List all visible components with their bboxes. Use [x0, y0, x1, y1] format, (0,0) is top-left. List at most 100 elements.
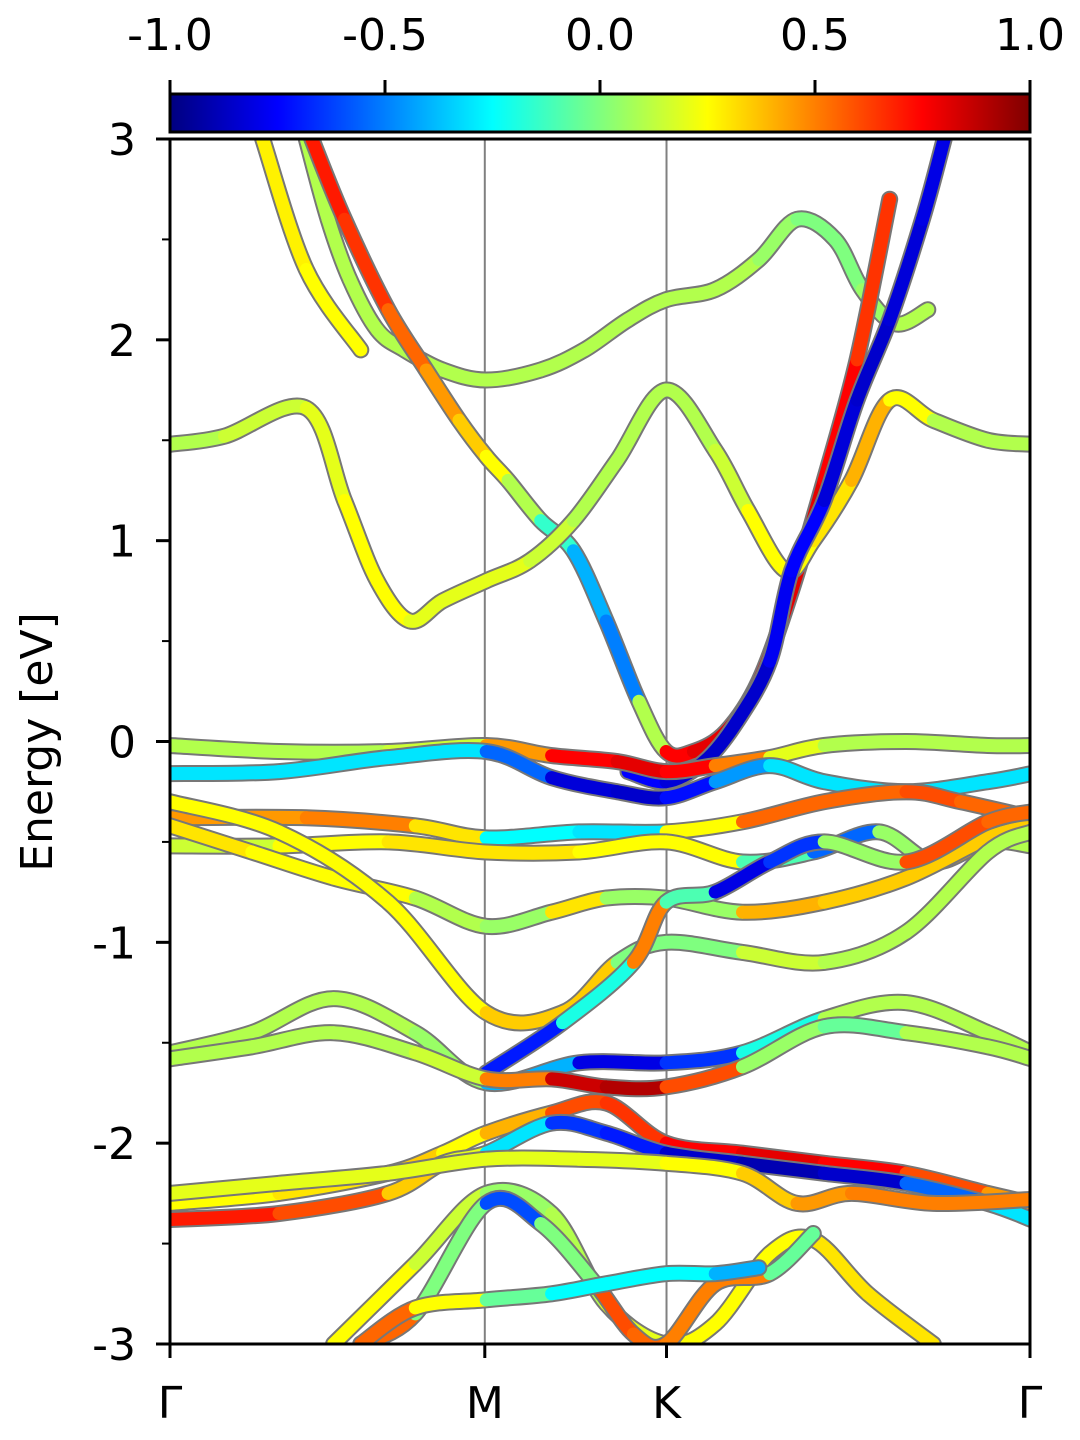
- x-tick-label: M: [466, 1378, 504, 1429]
- band-line: [325, 1181, 942, 1344]
- colorbar-tick-label: 0.0: [565, 10, 635, 61]
- band-line: [170, 793, 1030, 1032]
- band-segment: [659, 1266, 722, 1281]
- band-segment: [817, 735, 913, 752]
- band-segment: [861, 1287, 940, 1344]
- band-segment: [659, 1046, 749, 1070]
- band-segment: [763, 564, 798, 668]
- band-segment: [899, 735, 995, 752]
- x-tick-label: K: [652, 1378, 682, 1429]
- band-segment: [817, 393, 864, 507]
- band-segment: [408, 819, 493, 845]
- band-segment: [736, 795, 831, 829]
- band-segment: [572, 1152, 673, 1170]
- band-segment: [501, 473, 548, 528]
- y-tick-label: -3: [92, 1320, 136, 1371]
- band-segment: [545, 1072, 613, 1094]
- band-line: [170, 381, 1030, 630]
- band-segment: [545, 749, 624, 769]
- axes: 3 2 1 0 -1 -2 -3 Γ M K Γ: [92, 115, 1043, 1429]
- y-tick-label: 1: [108, 517, 136, 568]
- band-line: [254, 139, 370, 359]
- band-segment: [479, 1072, 559, 1088]
- band-segment: [926, 1192, 1030, 1211]
- band-segment: [408, 1293, 493, 1315]
- band-segment: [170, 1040, 259, 1066]
- band-segment: [817, 1156, 913, 1180]
- band-segment: [730, 654, 777, 728]
- band-segment: [817, 925, 913, 969]
- band-segment: [626, 1327, 673, 1344]
- band-segment: [370, 574, 417, 628]
- band-segment: [817, 835, 913, 869]
- band-segment: [899, 831, 995, 885]
- band-segment: [299, 811, 422, 833]
- band-segment: [572, 1055, 673, 1070]
- band-segment: [736, 895, 831, 919]
- colorbar-tick-label: -1.0: [127, 10, 213, 61]
- band-line: [477, 803, 1030, 1082]
- band-segment: [566, 453, 624, 528]
- band-segment: [708, 443, 755, 517]
- band-segment: [556, 955, 640, 1030]
- band-segment: [245, 845, 341, 885]
- band-segment: [599, 1080, 673, 1096]
- band-segment: [659, 1060, 749, 1094]
- band-segment: [170, 1186, 286, 1210]
- band-segment: [170, 739, 286, 758]
- band-segment: [170, 429, 231, 451]
- band-segment: [545, 1115, 613, 1140]
- band-segment: [170, 819, 259, 859]
- band-segment: [572, 825, 673, 839]
- band-segment: [338, 494, 384, 588]
- band-segment: [899, 845, 995, 939]
- band-segment: [479, 825, 586, 845]
- band-segment: [883, 212, 929, 327]
- band-segment: [981, 767, 1030, 789]
- bands-group: [170, 139, 1030, 1344]
- band-segment: [381, 835, 493, 859]
- band-segment: [479, 1287, 559, 1307]
- band-line: [303, 139, 899, 765]
- y-axis-label: Energy [eV]: [12, 612, 63, 872]
- band-line: [170, 1149, 1030, 1213]
- band-segment: [899, 1166, 995, 1200]
- band-segment: [170, 795, 286, 839]
- band-segment: [170, 765, 286, 781]
- band-segment: [479, 1016, 569, 1080]
- band-segment: [708, 1247, 777, 1331]
- band-line: [352, 1259, 768, 1344]
- band-segment: [381, 1152, 493, 1180]
- band-segment: [736, 1156, 831, 1180]
- band-segment: [272, 1186, 395, 1220]
- band-segment: [299, 263, 368, 357]
- band-segment: [566, 544, 613, 628]
- band-segment: [545, 891, 613, 919]
- band-segment: [736, 1146, 831, 1170]
- band-segment: [736, 945, 831, 970]
- band-segment: [763, 1227, 820, 1281]
- colorbar: -1.0 -0.5 0.0 0.5 1.0: [127, 10, 1065, 134]
- y-tick-label: 3: [108, 115, 136, 166]
- band-segment: [305, 139, 351, 226]
- band-segment: [327, 992, 422, 1040]
- y-tick-label: -1: [92, 918, 136, 969]
- band-segment: [883, 391, 940, 427]
- band-segment: [381, 744, 493, 765]
- band-segment: [218, 399, 313, 443]
- band-segment: [327, 1026, 422, 1060]
- band-segment: [338, 212, 395, 317]
- band-segment: [599, 889, 673, 905]
- band-segment: [272, 751, 395, 779]
- band-segment: [610, 785, 673, 805]
- band-line: [170, 1016, 1030, 1098]
- band-segment: [817, 785, 913, 809]
- band-segment: [817, 1166, 913, 1190]
- colorbar-tick-label: 0.5: [780, 10, 850, 61]
- band-segment: [659, 935, 749, 959]
- band-segment: [479, 1151, 586, 1166]
- colorbar-tick-label: -0.5: [342, 10, 428, 61]
- band-segment: [817, 871, 913, 909]
- band-segment: [299, 401, 351, 507]
- band-line: [170, 783, 1030, 847]
